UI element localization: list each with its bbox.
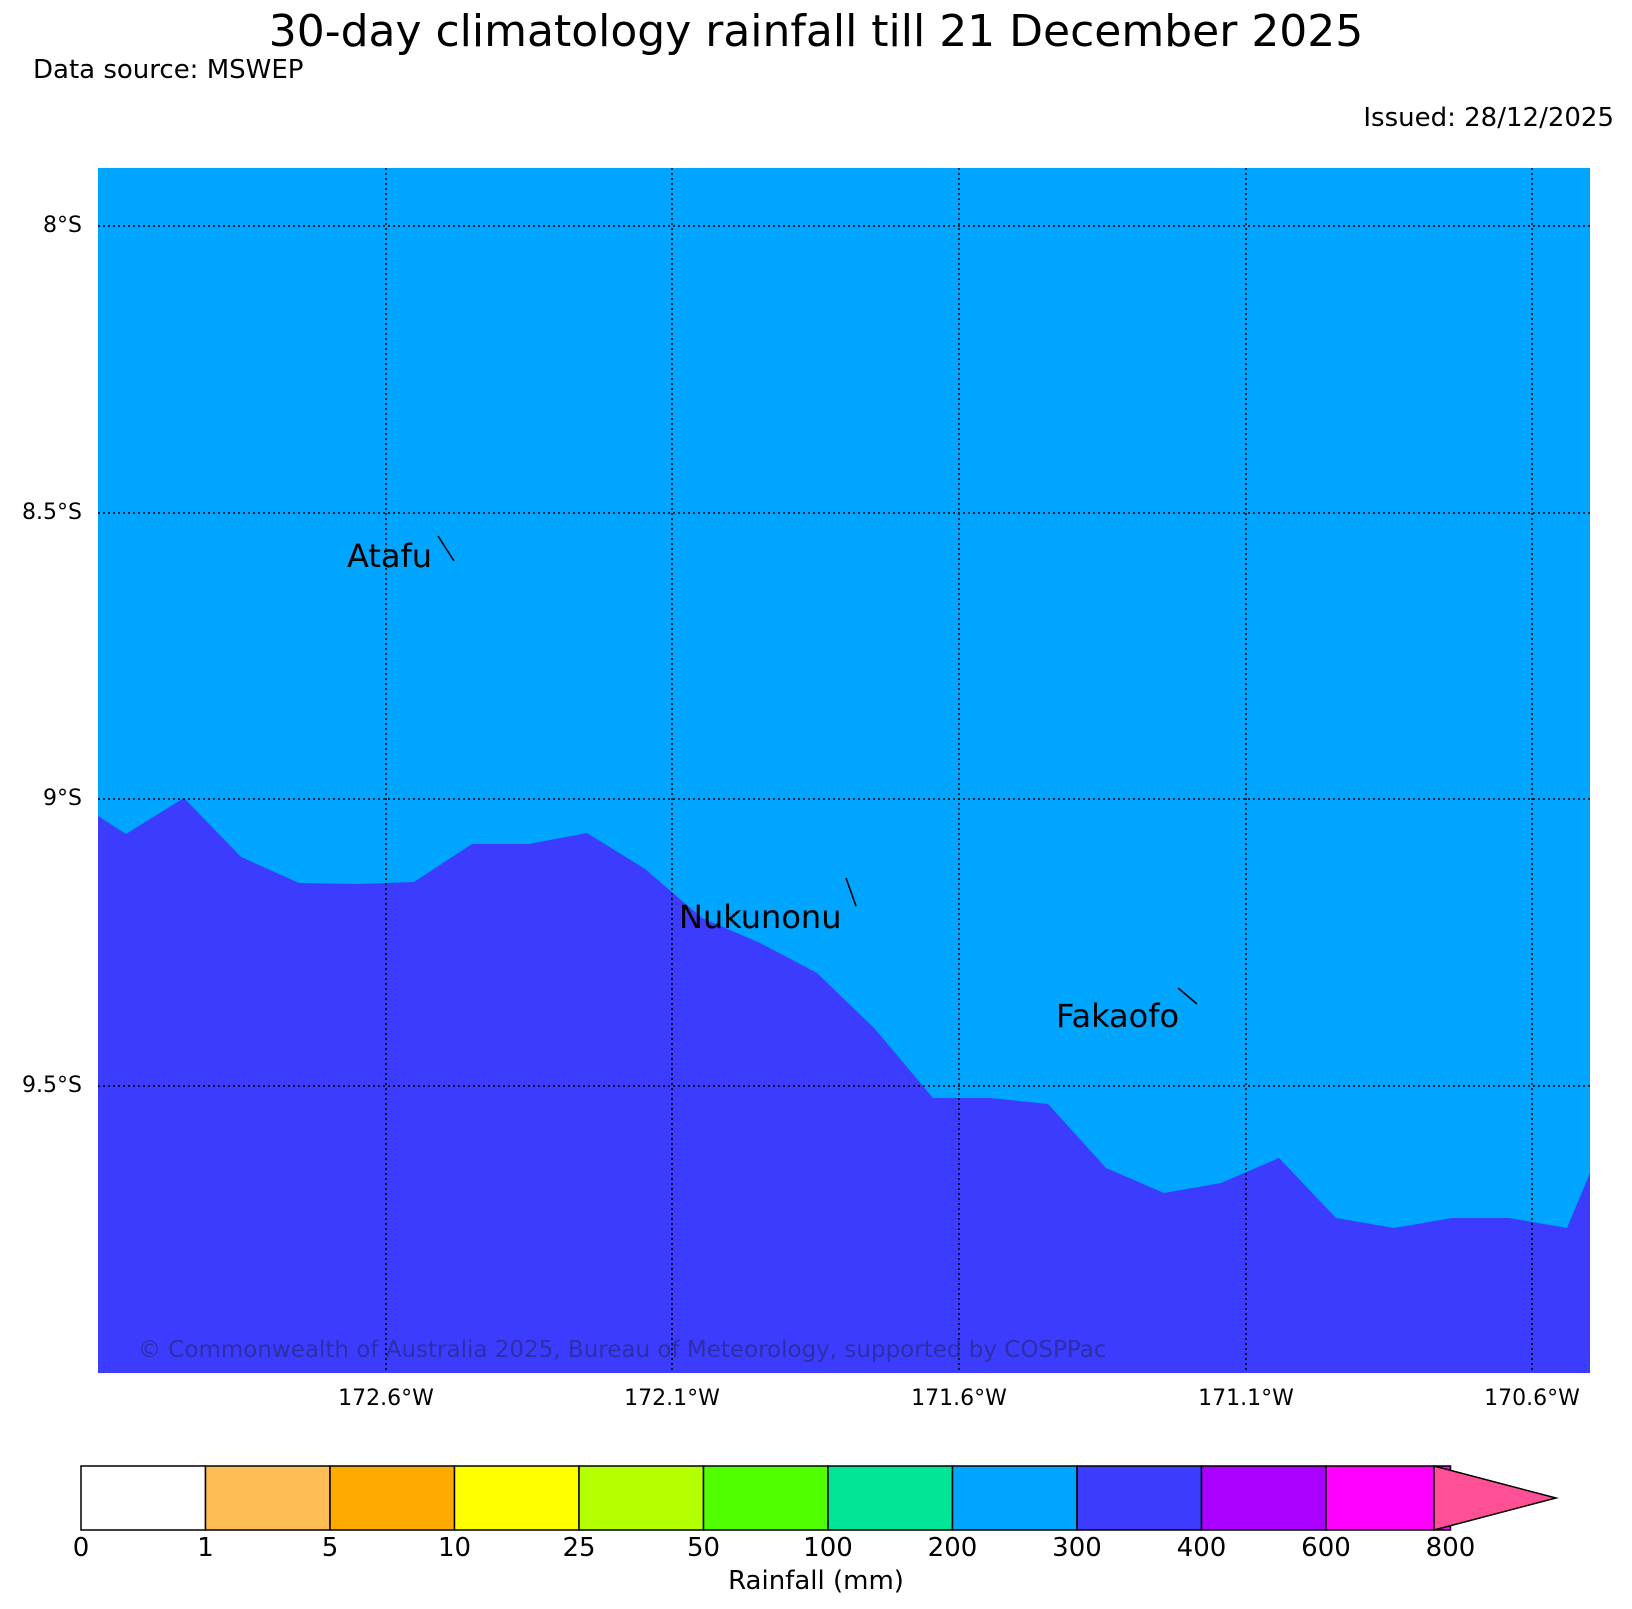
page-title: 30-day climatology rainfall till 21 Dece… [268,6,1364,57]
colorbar-cell-100-200 [827,1465,954,1531]
issued-date: Issued: 28/12/2025 [1363,103,1614,133]
colorbar-cell-600-800 [1325,1465,1452,1531]
colorbar-tick-50: 50 [686,1533,721,1563]
colorbar-tick-0: 0 [72,1533,90,1563]
lon-label-171-6w: 171.6°W [911,1386,1007,1411]
rainfall-map [98,168,1590,1373]
colorbar-tick-300: 300 [1052,1533,1102,1563]
colorbar-cell-25-50 [578,1465,705,1531]
colorbar-tick-5: 5 [321,1533,339,1563]
lon-label-171-1w: 171.1°W [1198,1386,1294,1411]
nukunonu-island-marker [845,877,857,907]
colorbar-cell-1-5 [204,1465,331,1531]
lat-label-9s: 9°S [43,786,82,811]
colorbar-tick-25: 25 [562,1533,596,1563]
colorbar-cell-50-100 [702,1465,829,1531]
colorbar-tick-200: 200 [927,1533,978,1563]
lon-label-170-6w: 170.6°W [1484,1386,1580,1411]
lon-label-172-1w: 172.1°W [624,1386,720,1411]
colorbar-label: Rainfall (mm) [728,1566,904,1596]
colorbar-tick-800: 800 [1425,1533,1476,1563]
colorbar-cell-10-25 [453,1465,580,1531]
atafu-island-marker [437,535,455,562]
fakaofo-island-marker [1177,987,1198,1005]
place-nukunonu: Nukunonu [679,898,842,936]
colorbar-tick-10: 10 [437,1533,472,1563]
colorbar-extend-arrow [1433,1465,1559,1531]
graticule [98,168,1590,1373]
colorbar-tick-1: 1 [197,1533,214,1563]
lat-label-8s: 8°S [43,213,82,238]
data-source: Data source: MSWEP [33,55,304,85]
lat-label-9-5s: 9.5°S [22,1073,82,1098]
colorbar-tick-400: 400 [1176,1533,1227,1563]
rainfall-map-canvas [98,168,1590,1373]
colorbar-cell-300-400 [1076,1465,1203,1531]
place-fakaofo: Fakaofo [1056,997,1180,1035]
colorbar-cell-400-600 [1200,1465,1327,1531]
island-markers [437,535,1198,1005]
lat-label-8-5s: 8.5°S [22,500,82,525]
copyright-notice: © Commonwealth of Australia 2025, Bureau… [138,1337,1107,1363]
colorbar-cell-200-300 [951,1465,1078,1531]
colorbar-tick-100: 100 [803,1533,853,1563]
lon-label-172-6w: 172.6°W [338,1386,434,1411]
colorbar-cell-0-1 [80,1465,207,1531]
colorbar [80,1465,1559,1531]
colorbar-cell-5-10 [329,1465,456,1531]
colorbar-tick-600: 600 [1301,1533,1351,1563]
place-atafu: Atafu [347,537,433,575]
